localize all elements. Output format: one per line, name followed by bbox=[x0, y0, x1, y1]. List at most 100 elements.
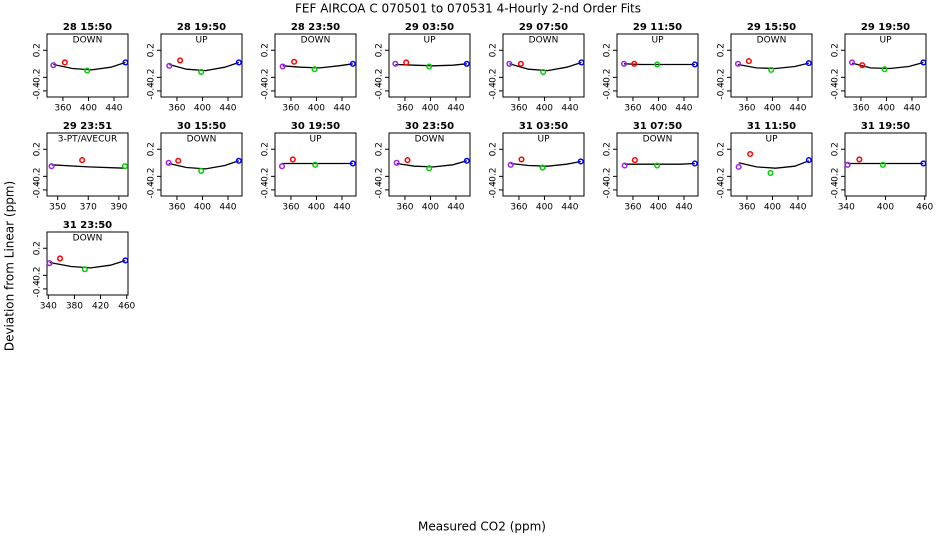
y-tick-label: 0.2 bbox=[603, 43, 613, 57]
x-tick-label: 400 bbox=[536, 203, 553, 213]
x-tick-label: 440 bbox=[675, 203, 692, 213]
panel-title: 30 15:50 bbox=[177, 121, 226, 132]
panel-title: 31 07:50 bbox=[633, 121, 682, 132]
x-tick-label: 400 bbox=[194, 203, 211, 213]
panel-subtitle: DOWN bbox=[73, 36, 103, 46]
x-tick-label: 400 bbox=[80, 104, 97, 114]
y-tick-label: -0.2 bbox=[33, 69, 43, 87]
x-tick-label: 380 bbox=[66, 302, 83, 312]
x-tick-label: 440 bbox=[447, 203, 464, 213]
data-point bbox=[844, 161, 851, 168]
y-tick-label: 0.2 bbox=[33, 43, 43, 57]
panel-subtitle: UP bbox=[537, 135, 550, 145]
y-tick-label: -0.4 bbox=[33, 181, 43, 199]
fit-curve bbox=[396, 160, 467, 168]
fit-curve bbox=[49, 259, 126, 269]
data-point bbox=[654, 162, 661, 169]
panel-subtitle: UP bbox=[651, 36, 664, 46]
x-tick-label: 400 bbox=[878, 104, 895, 114]
data-point bbox=[745, 58, 752, 65]
x-tick-label: 440 bbox=[447, 104, 464, 114]
data-point bbox=[747, 150, 754, 158]
plot-frame bbox=[388, 33, 471, 98]
panel-subtitle: DOWN bbox=[415, 135, 445, 145]
x-tick-label: 360 bbox=[168, 203, 185, 213]
x-tick-label: 440 bbox=[219, 104, 236, 114]
x-tick-label: 400 bbox=[650, 203, 667, 213]
data-point bbox=[81, 266, 88, 273]
y-tick-label: 0.2 bbox=[603, 142, 613, 156]
data-point bbox=[404, 157, 411, 164]
x-tick-label: 400 bbox=[877, 203, 894, 213]
panel-title: 29 03:50 bbox=[405, 22, 454, 33]
x-tick-label: 360 bbox=[510, 104, 527, 114]
y-tick-label: 0.2 bbox=[33, 142, 43, 156]
plot-frame bbox=[274, 132, 357, 197]
x-axis-label: Measured CO2 (ppm) bbox=[418, 520, 546, 534]
data-point bbox=[577, 158, 584, 165]
x-tick-label: 440 bbox=[219, 203, 236, 213]
data-point bbox=[312, 161, 319, 168]
data-point bbox=[291, 58, 298, 65]
panel-subtitle: DOWN bbox=[529, 36, 559, 46]
data-point bbox=[805, 60, 812, 67]
y-tick-label: -0.2 bbox=[33, 267, 43, 285]
x-tick-label: 440 bbox=[561, 104, 578, 114]
data-point bbox=[578, 59, 585, 66]
y-tick-label: 0.2 bbox=[717, 43, 727, 57]
data-point bbox=[631, 60, 638, 67]
y-tick-label: 0.2 bbox=[489, 142, 499, 156]
panel-title: 31 19:50 bbox=[861, 121, 910, 132]
data-point bbox=[349, 160, 356, 167]
y-tick-label: -0.4 bbox=[717, 82, 727, 100]
plot-frame bbox=[616, 33, 699, 98]
y-tick-label: 0.2 bbox=[375, 142, 385, 156]
y-tick-label: -0.4 bbox=[717, 181, 727, 199]
data-point bbox=[198, 68, 205, 75]
x-tick-label: 400 bbox=[308, 104, 325, 114]
x-tick-label: 420 bbox=[92, 302, 109, 312]
data-point bbox=[279, 63, 286, 70]
x-tick-label: 360 bbox=[396, 203, 413, 213]
data-point bbox=[518, 156, 525, 163]
data-point bbox=[349, 60, 356, 67]
x-tick-label: 340 bbox=[40, 302, 57, 312]
y-tick-label: -0.4 bbox=[831, 181, 841, 199]
x-tick-label: 440 bbox=[105, 104, 122, 114]
y-tick-label: 0.2 bbox=[489, 43, 499, 57]
data-point bbox=[61, 59, 68, 66]
y-tick-label: 0.2 bbox=[831, 43, 841, 57]
panel-title: 31 03:50 bbox=[519, 121, 568, 132]
y-tick-label: -0.4 bbox=[147, 82, 157, 100]
data-point bbox=[920, 59, 927, 66]
x-tick-label: 360 bbox=[624, 203, 641, 213]
y-tick-label: -0.2 bbox=[375, 168, 385, 186]
data-point bbox=[46, 260, 53, 267]
panel-title: 29 23:51 bbox=[63, 121, 112, 132]
data-point bbox=[620, 60, 628, 67]
x-tick-label: 360 bbox=[510, 203, 527, 213]
panel-subtitle: DOWN bbox=[301, 36, 331, 46]
data-point bbox=[426, 63, 433, 70]
x-tick-label: 370 bbox=[80, 203, 97, 213]
data-point bbox=[278, 163, 286, 170]
y-tick-label: -0.2 bbox=[489, 168, 499, 186]
x-tick-label: 390 bbox=[110, 203, 127, 213]
data-point bbox=[881, 66, 888, 73]
x-tick-label: 440 bbox=[333, 203, 350, 213]
x-tick-label: 360 bbox=[624, 104, 641, 114]
y-tick-label: -0.2 bbox=[147, 168, 157, 186]
y-tick-label: -0.2 bbox=[717, 168, 727, 186]
fit-curve bbox=[509, 61, 582, 72]
x-tick-label: 360 bbox=[738, 104, 755, 114]
panel-subtitle: DOWN bbox=[187, 135, 217, 145]
x-tick-label: 440 bbox=[675, 104, 692, 114]
data-point bbox=[426, 165, 433, 172]
x-tick-label: 360 bbox=[738, 203, 755, 213]
x-tick-label: 400 bbox=[764, 104, 781, 114]
data-point bbox=[84, 67, 91, 74]
plot-frame bbox=[46, 33, 129, 98]
x-tick-label: 400 bbox=[422, 203, 439, 213]
panel-title: 28 19:50 bbox=[177, 22, 226, 33]
